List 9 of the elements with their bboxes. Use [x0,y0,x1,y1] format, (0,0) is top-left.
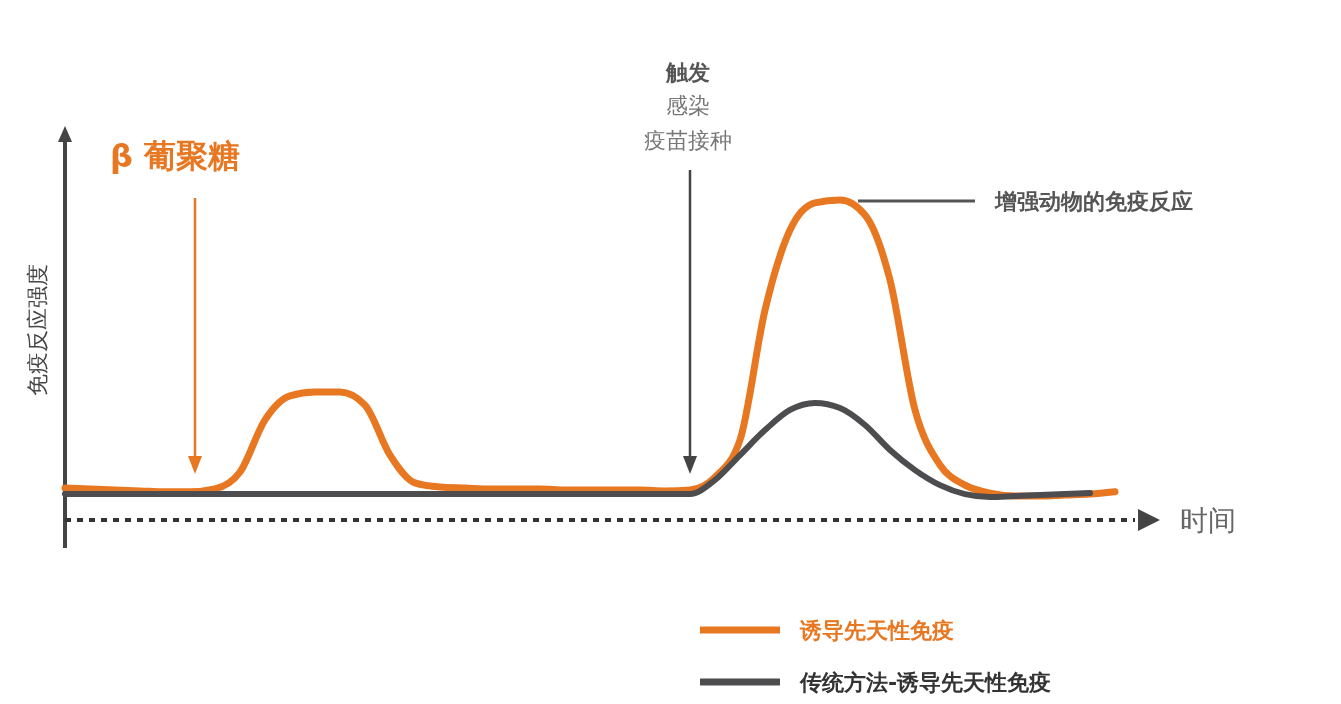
text: 触发 [665,60,710,85]
annotation: 增强动物的免疫反应 [994,189,1193,214]
x-axis-title: 时间 [1180,504,1236,537]
legend-label: 传统方法-诱导先天性免疫 [799,670,1052,695]
text: β 葡聚糖 [110,137,241,175]
text: 疫苗接种 [644,128,732,153]
legend-label: 诱导先天性免疫 [799,618,954,643]
y-axis-title: 免疫反应强度 [25,264,50,396]
text: 感染 [666,93,710,118]
